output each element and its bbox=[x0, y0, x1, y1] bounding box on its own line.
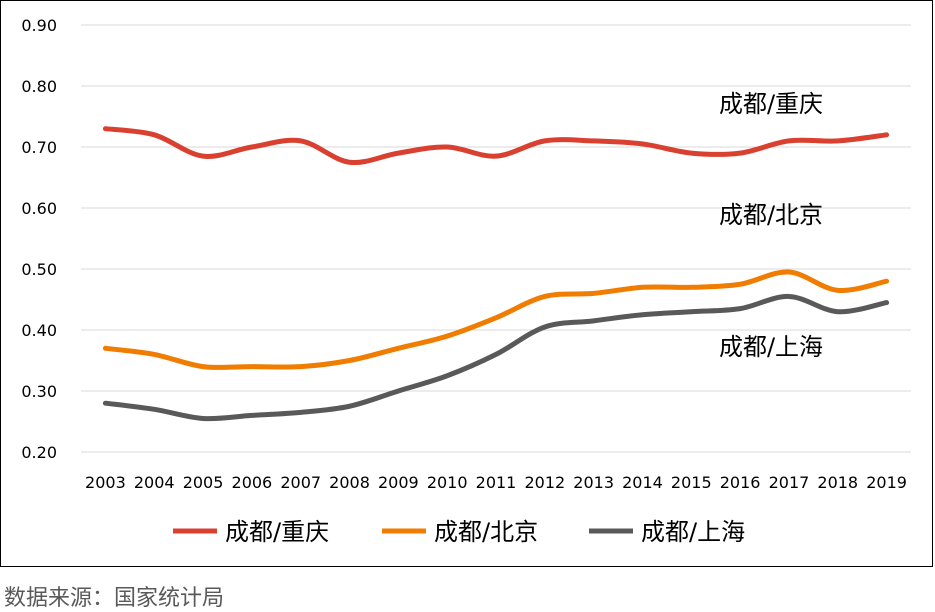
legend-label: 成都/北京 bbox=[434, 518, 538, 546]
x-tick-label: 2019 bbox=[866, 473, 907, 492]
x-tick-label: 2015 bbox=[671, 473, 712, 492]
x-tick-label: 2014 bbox=[622, 473, 663, 492]
chart-frame: 0.20 0.30 0.40 0.50 0.60 0.70 0.80 0.90 2003 2004… bbox=[0, 0, 933, 567]
x-tick-label: 2016 bbox=[720, 473, 761, 492]
x-tick-label: 2008 bbox=[329, 473, 370, 492]
y-tick-label: 0.80 bbox=[21, 77, 57, 96]
line-chart: 0.20 0.30 0.40 0.50 0.60 0.70 0.80 0.90 2003 2004… bbox=[21, 16, 911, 546]
x-tick-label: 2011 bbox=[476, 473, 517, 492]
x-tick-label: 2012 bbox=[524, 473, 565, 492]
y-tick-label: 0.90 bbox=[21, 16, 57, 35]
x-tick-label: 2009 bbox=[378, 473, 419, 492]
x-tick-label: 2017 bbox=[769, 473, 810, 492]
x-tick-label: 2004 bbox=[134, 473, 175, 492]
x-tick-label: 2018 bbox=[817, 473, 858, 492]
y-tick-label: 0.30 bbox=[21, 382, 57, 401]
series-line-3 bbox=[102, 293, 890, 422]
legend-label: 成都/重庆 bbox=[225, 518, 329, 546]
y-tick-label: 0.70 bbox=[21, 138, 57, 157]
y-tick-label: 0.50 bbox=[21, 260, 57, 279]
series-line-2 bbox=[102, 269, 890, 370]
y-tick-label: 0.40 bbox=[21, 321, 57, 340]
x-tick-label: 2006 bbox=[232, 473, 273, 492]
series-annotation: 成都/上海 bbox=[719, 333, 823, 361]
series-annotation: 成都/北京 bbox=[719, 201, 823, 229]
x-tick-label: 2010 bbox=[427, 473, 468, 492]
x-tick-label: 2007 bbox=[280, 473, 321, 492]
series-annotation: 成都/重庆 bbox=[719, 90, 823, 118]
source-note: 数据来源：国家统计局 bbox=[4, 586, 225, 611]
x-tick-label: 2003 bbox=[85, 473, 126, 492]
y-tick-label: 0.60 bbox=[21, 199, 57, 218]
legend-label: 成都/上海 bbox=[641, 518, 745, 546]
x-tick-label: 2005 bbox=[183, 473, 224, 492]
series-line-1 bbox=[102, 126, 890, 166]
y-tick-label: 0.20 bbox=[21, 443, 57, 462]
x-tick-label: 2013 bbox=[573, 473, 614, 492]
